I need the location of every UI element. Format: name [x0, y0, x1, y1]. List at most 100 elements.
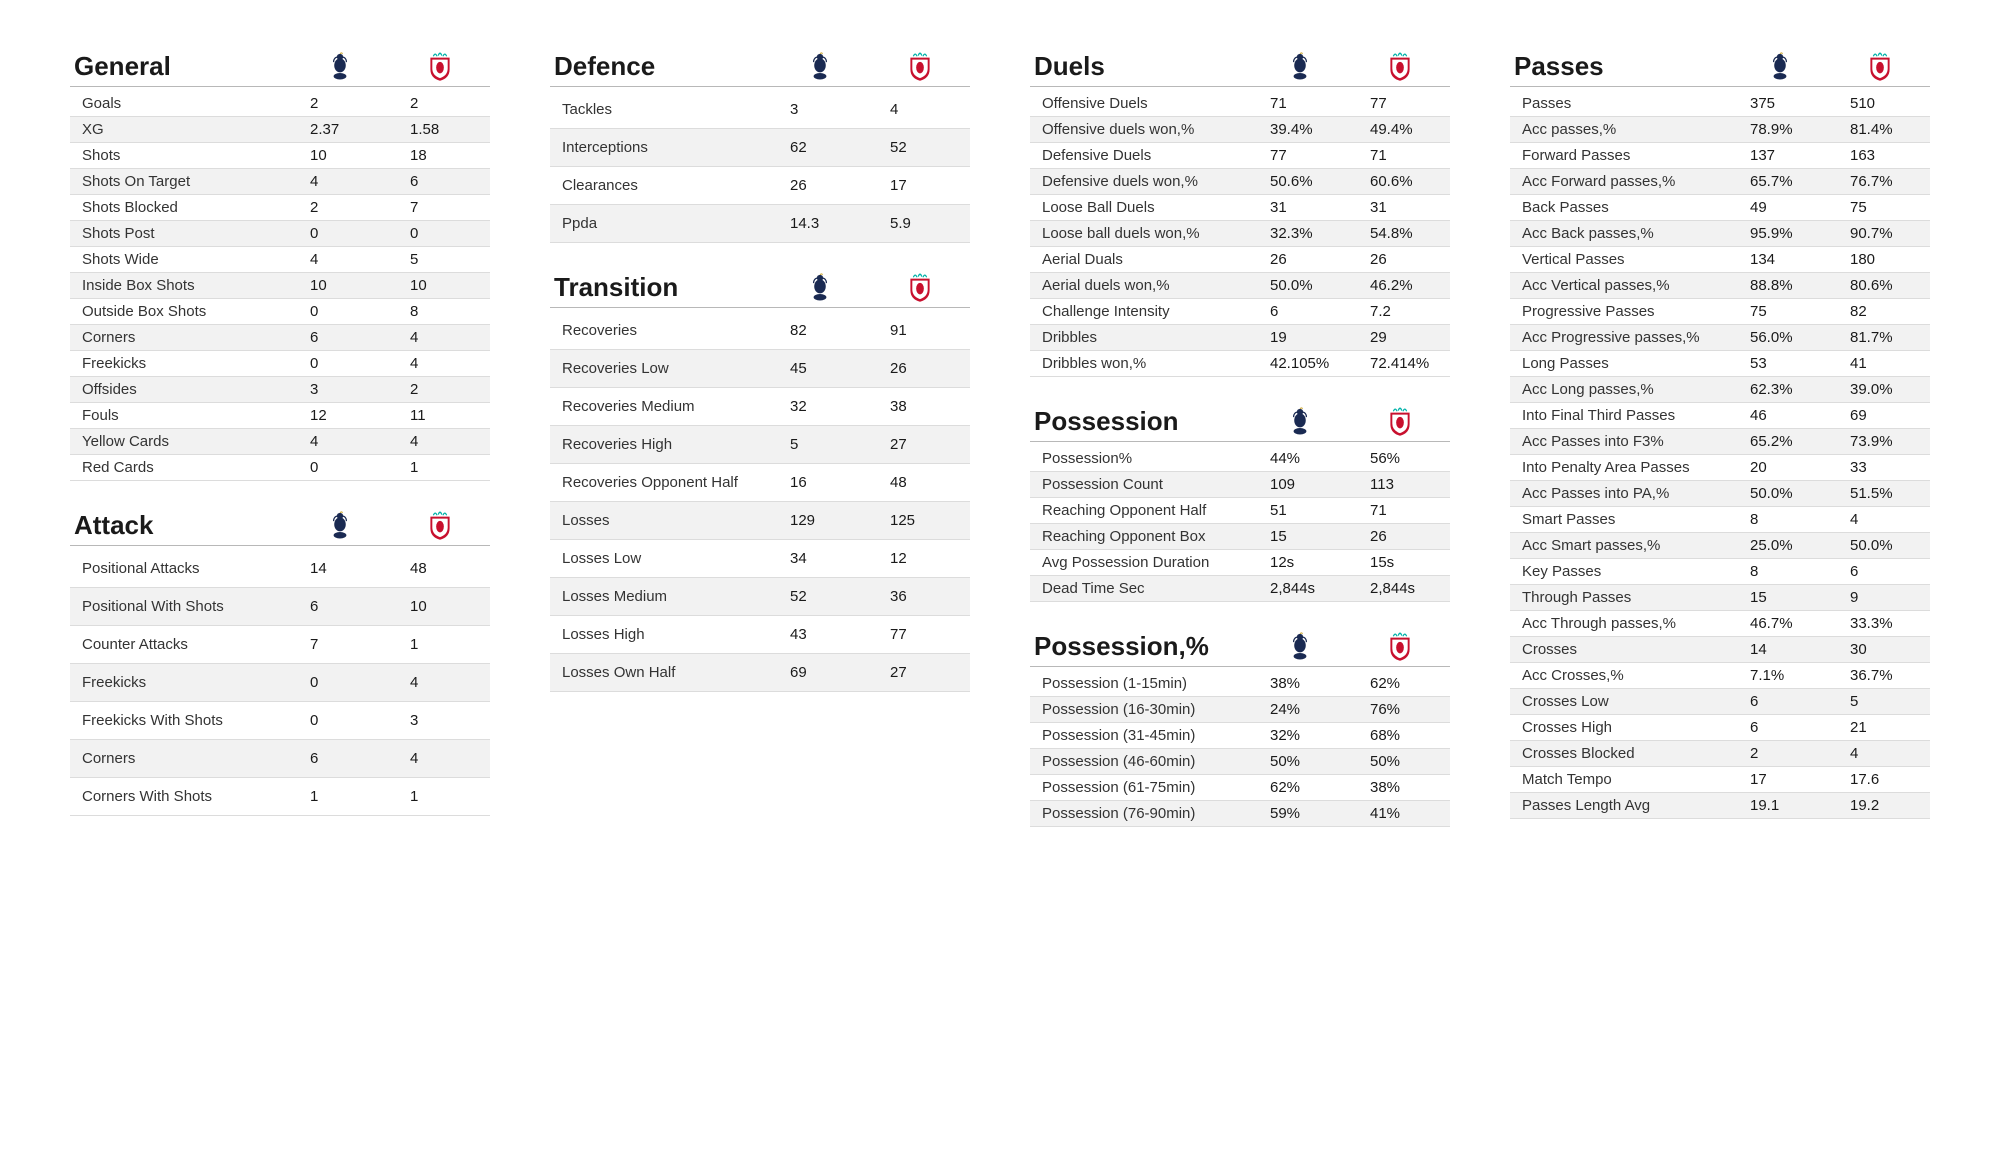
section-header: Attack [70, 509, 490, 546]
away-value: 54.8% [1342, 225, 1442, 242]
stat-label: Possession (1-15min) [1042, 675, 1242, 692]
home-value: 95.9% [1722, 225, 1822, 242]
stat-label: Acc Vertical passes,% [1522, 277, 1722, 294]
stats-column: Defence Tackles34Interceptions6252Cleara… [550, 50, 970, 855]
away-value: 36.7% [1822, 667, 1922, 684]
away-value: 2 [382, 381, 482, 398]
stat-row: Aerial Duals2626 [1030, 247, 1450, 273]
stat-row: Shots On Target46 [70, 169, 490, 195]
away-value: 4 [382, 433, 482, 450]
stats-column: Duels Offensive Duels7177Offensive duels… [1030, 50, 1450, 855]
home-value: 32 [762, 398, 862, 415]
stats-section: Duels Offensive Duels7177Offensive duels… [1030, 50, 1450, 377]
away-crest [1350, 50, 1450, 82]
home-value: 6 [1242, 303, 1342, 320]
away-value: 4 [862, 101, 962, 118]
liverpool-crest-icon [1864, 50, 1896, 82]
stat-label: Acc Progressive passes,% [1522, 329, 1722, 346]
home-value: 44% [1242, 450, 1342, 467]
home-value: 71 [1242, 95, 1342, 112]
stat-label: Offsides [82, 381, 282, 398]
stat-row: Acc Through passes,%46.7%33.3% [1510, 611, 1930, 637]
stat-row: Offsides32 [70, 377, 490, 403]
stat-label: Recoveries [562, 322, 762, 339]
stat-label: Smart Passes [1522, 511, 1722, 528]
stat-label: Dead Time Sec [1042, 580, 1242, 597]
away-value: 6 [1822, 563, 1922, 580]
away-value: 26 [862, 360, 962, 377]
away-value: 50.0% [1822, 537, 1922, 554]
home-value: 6 [282, 598, 382, 615]
home-value: 53 [1722, 355, 1822, 372]
stat-row: Ppda14.35.9 [550, 205, 970, 243]
home-value: 0 [282, 303, 382, 320]
section-title: Possession,% [1030, 631, 1250, 662]
stat-label: Aerial duels won,% [1042, 277, 1242, 294]
stat-row: Yellow Cards44 [70, 429, 490, 455]
away-value: 60.6% [1342, 173, 1442, 190]
stat-row: Progressive Passes7582 [1510, 299, 1930, 325]
home-value: 46.7% [1722, 615, 1822, 632]
home-crest [1250, 50, 1350, 82]
section-title: Duels [1030, 51, 1250, 82]
away-value: 31 [1342, 199, 1442, 216]
away-value: 15s [1342, 554, 1442, 571]
stat-label: Possession (31-45min) [1042, 727, 1242, 744]
stat-label: Crosses Low [1522, 693, 1722, 710]
home-crest [1250, 630, 1350, 662]
stat-row: Key Passes86 [1510, 559, 1930, 585]
home-value: 2 [282, 95, 382, 112]
away-value: 71 [1342, 502, 1442, 519]
stat-row: Recoveries Low4526 [550, 350, 970, 388]
stat-label: Avg Possession Duration [1042, 554, 1242, 571]
stat-label: Acc Forward passes,% [1522, 173, 1722, 190]
tottenham-crest-icon [804, 50, 836, 82]
stat-label: Goals [82, 95, 282, 112]
stats-grid: General Goals22XG2.371.58Shots1018Shots … [0, 0, 2000, 895]
stat-row: Match Tempo1717.6 [1510, 767, 1930, 793]
home-value: 375 [1722, 95, 1822, 112]
stat-row: Tackles34 [550, 91, 970, 129]
away-value: 26 [1342, 528, 1442, 545]
away-value: 77 [862, 626, 962, 643]
away-value: 49.4% [1342, 121, 1442, 138]
away-value: 5 [382, 251, 482, 268]
liverpool-crest-icon [904, 271, 936, 303]
away-value: 48 [862, 474, 962, 491]
away-value: 510 [1822, 95, 1922, 112]
stat-label: Crosses High [1522, 719, 1722, 736]
home-value: 14.3 [762, 215, 862, 232]
home-value: 59% [1242, 805, 1342, 822]
home-value: 52 [762, 588, 862, 605]
home-value: 50% [1242, 753, 1342, 770]
stat-label: Passes Length Avg [1522, 797, 1722, 814]
home-value: 0 [282, 674, 382, 691]
stat-row: Loose ball duels won,%32.3%54.8% [1030, 221, 1450, 247]
stat-row: Shots Wide45 [70, 247, 490, 273]
stat-label: Long Passes [1522, 355, 1722, 372]
stat-label: Outside Box Shots [82, 303, 282, 320]
home-value: 77 [1242, 147, 1342, 164]
stat-row: Losses129125 [550, 502, 970, 540]
away-crest [1350, 405, 1450, 437]
stat-label: Losses Low [562, 550, 762, 567]
stat-row: Possession (61-75min)62%38% [1030, 775, 1450, 801]
stat-label: Passes [1522, 95, 1722, 112]
stat-row: Acc Vertical passes,%88.8%80.6% [1510, 273, 1930, 299]
away-value: 91 [862, 322, 962, 339]
home-value: 4 [282, 251, 382, 268]
section-title: Attack [70, 510, 290, 541]
stat-row: Acc Back passes,%95.9%90.7% [1510, 221, 1930, 247]
home-crest [770, 50, 870, 82]
away-value: 7 [382, 199, 482, 216]
away-value: 113 [1342, 476, 1442, 493]
stat-label: Possession (76-90min) [1042, 805, 1242, 822]
home-value: 65.2% [1722, 433, 1822, 450]
stat-row: Reaching Opponent Half5171 [1030, 498, 1450, 524]
home-value: 65.7% [1722, 173, 1822, 190]
home-value: 14 [282, 560, 382, 577]
home-crest [290, 509, 390, 541]
away-value: 48 [382, 560, 482, 577]
home-value: 7 [282, 636, 382, 653]
stat-label: Counter Attacks [82, 636, 282, 653]
